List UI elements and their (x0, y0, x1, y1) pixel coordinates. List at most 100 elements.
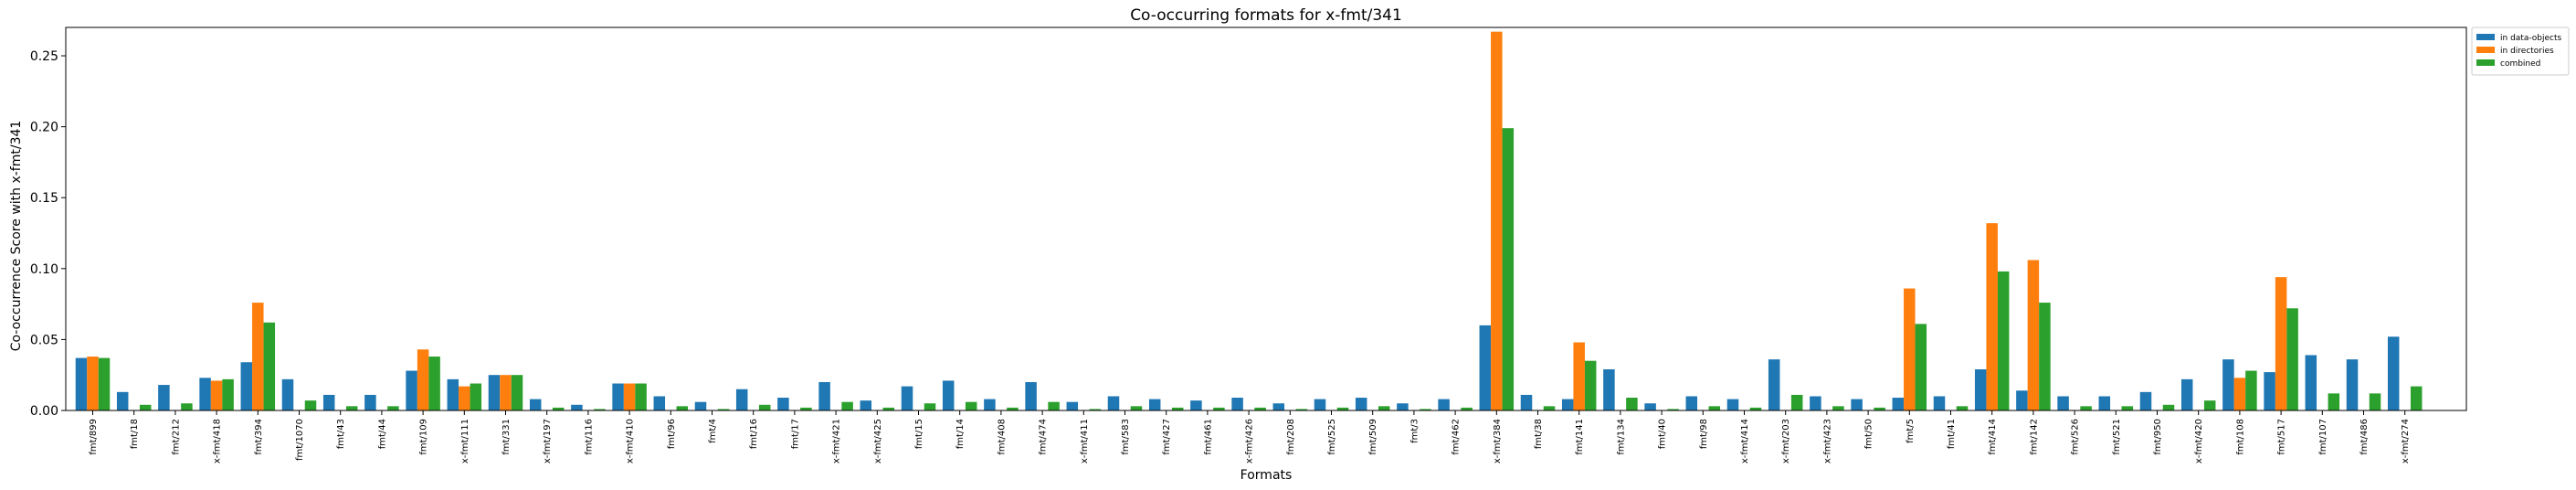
bar-in-directories-fmt-141 (1573, 342, 1585, 410)
x-tick-label: x-fmt/203 (1781, 419, 1791, 463)
y-axis-label: Co-occurrence Score with x-fmt/341 (9, 121, 24, 352)
x-tick-label: fmt/14 (955, 419, 966, 449)
chart-title: Co-occurring formats for x-fmt/341 (1130, 6, 1402, 25)
bar-in-data-objects-fmt-141 (1561, 399, 1574, 410)
bar-combined-fmt-96 (676, 406, 689, 410)
bar-combined-fmt-212 (181, 403, 193, 410)
bar-in-directories-fmt-5 (1904, 288, 1916, 410)
bar-combined-fmt-526 (2080, 406, 2092, 410)
legend-label: in data-objects (2500, 34, 2561, 43)
x-tick-label: fmt/17 (790, 419, 800, 449)
bar-in-data-objects-fmt-134 (1603, 369, 1615, 410)
x-tick-label: fmt/486 (2360, 419, 2370, 455)
bar-in-data-objects-fmt-474 (1025, 381, 1037, 410)
bar-in-data-objects-fmt-50 (1851, 399, 1863, 410)
x-tick-label: x-fmt/425 (873, 419, 883, 463)
bar-combined-x-fmt-420 (2203, 400, 2216, 410)
bar-in-data-objects-fmt-461 (1190, 400, 1202, 410)
bar-in-data-objects-fmt-109 (406, 370, 417, 410)
bar-in-data-objects-fmt-462 (1438, 399, 1450, 410)
x-tick-label: fmt/15 (914, 419, 924, 449)
bar-in-data-objects-fmt-4 (694, 401, 707, 410)
x-tick-label: fmt/461 (1203, 419, 1213, 455)
bar-in-data-objects-x-fmt-203 (1768, 359, 1780, 410)
bar-in-data-objects-x-fmt-111 (447, 378, 459, 410)
bar-combined-fmt-109 (428, 357, 440, 410)
bar-combined-fmt-509 (1378, 406, 1390, 410)
bar-combined-x-fmt-111 (470, 383, 482, 410)
bar-combined-x-fmt-384 (1502, 128, 1515, 410)
x-tick-label: fmt/38 (1534, 419, 1544, 449)
bar-in-data-objects-fmt-41 (1933, 396, 1946, 410)
x-tick-label: x-fmt/423 (1822, 419, 1832, 463)
bar-in-data-objects-fmt-16 (735, 389, 748, 410)
bar-in-data-objects-fmt-107 (2305, 355, 2317, 410)
bar-in-data-objects-fmt-18 (116, 391, 129, 410)
x-tick-label: fmt/108 (2235, 419, 2245, 455)
bar-in-data-objects-x-fmt-426 (1231, 398, 1243, 410)
bar-in-data-objects-fmt-517 (2264, 372, 2275, 410)
bar-in-data-objects-x-fmt-384 (1479, 325, 1492, 410)
bar-combined-fmt-394 (263, 322, 276, 410)
bar-in-directories-x-fmt-384 (1491, 31, 1503, 410)
x-tick-label: fmt/134 (1616, 419, 1626, 455)
x-tick-label: fmt/331 (501, 419, 512, 455)
bar-combined-fmt-414 (1997, 271, 2010, 410)
x-tick-label: fmt/1070 (295, 419, 305, 461)
bar-in-directories-fmt-109 (417, 349, 429, 410)
bar-combined-fmt-98 (1708, 406, 1721, 410)
bar-in-data-objects-x-fmt-410 (612, 383, 624, 410)
bar-combined-x-fmt-197 (552, 407, 565, 410)
x-tick-label: x-fmt/384 (1493, 419, 1503, 463)
x-tick-label: fmt/427 (1162, 419, 1172, 455)
bar-combined-fmt-4 (717, 409, 730, 410)
bar-in-data-objects-fmt-331 (488, 375, 501, 410)
y-axis: 0.00 0.05 0.10 0.15 0.20 0.25 (30, 49, 66, 419)
x-tick-label: x-fmt/411 (1080, 419, 1090, 463)
bar-combined-fmt-583 (1130, 406, 1143, 410)
bar-combined-fmt-208 (1295, 409, 1308, 410)
bar-combined-x-fmt-423 (1832, 406, 1844, 410)
bar-in-data-objects-fmt-427 (1148, 399, 1161, 410)
bar-in-data-objects-fmt-44 (364, 394, 376, 410)
bar-combined-x-fmt-274 (2410, 386, 2423, 410)
bar-in-data-objects-fmt-212 (158, 385, 170, 410)
bar-in-data-objects-fmt-142 (2016, 390, 2028, 410)
bar-in-directories-fmt-108 (2233, 378, 2246, 410)
x-tick-label: fmt/96 (667, 419, 677, 449)
bar-combined-fmt-427 (1171, 407, 1184, 410)
bar-combined-fmt-462 (1461, 407, 1473, 410)
x-tick-label: fmt/98 (1699, 419, 1709, 449)
bar-in-data-objects-x-fmt-423 (1810, 396, 1821, 410)
bar-in-directories-fmt-142 (2027, 260, 2040, 410)
legend-box (2471, 27, 2570, 76)
x-tick-label: fmt/517 (2277, 419, 2287, 455)
bar-in-data-objects-fmt-414 (1974, 369, 1987, 410)
bar-combined-fmt-44 (387, 406, 399, 410)
bar-combined-x-fmt-414 (1749, 407, 1762, 410)
x-tick-label: fmt/462 (1452, 419, 1462, 455)
bar-in-data-objects-x-fmt-418 (199, 378, 211, 410)
bar-in-data-objects-fmt-486 (2346, 359, 2359, 410)
bar-in-data-objects-fmt-509 (1355, 398, 1367, 410)
x-tick-label: fmt/521 (2112, 419, 2122, 455)
x-tick-label: fmt/208 (1286, 419, 1296, 455)
bar-combined-fmt-1070 (304, 400, 317, 410)
x-tick-label: fmt/414 (1988, 419, 1998, 455)
bar-in-data-objects-fmt-526 (2057, 396, 2069, 410)
legend-swatch (2476, 59, 2495, 66)
x-tick-label: fmt/950 (2153, 419, 2163, 455)
bar-combined-fmt-331 (511, 375, 523, 410)
y-tick-label: 0.00 (30, 404, 58, 419)
x-tick-label: x-fmt/426 (1245, 419, 1255, 463)
x-axis: fmt/899 fmt/18 fmt/212 x-fmt/418 fmt/394 fmt/… (89, 410, 2411, 463)
bar-in-data-objects-fmt-96 (653, 396, 666, 410)
x-tick-label: fmt/109 (419, 419, 429, 455)
x-tick-label: fmt/40 (1658, 419, 1668, 449)
bar-combined-fmt-38 (1543, 406, 1556, 410)
x-tick-label: x-fmt/420 (2194, 419, 2204, 463)
bar-in-data-objects-fmt-394 (240, 362, 253, 410)
x-tick-label: x-fmt/418 (213, 419, 223, 463)
x-tick-label: x-fmt/111 (460, 419, 470, 463)
